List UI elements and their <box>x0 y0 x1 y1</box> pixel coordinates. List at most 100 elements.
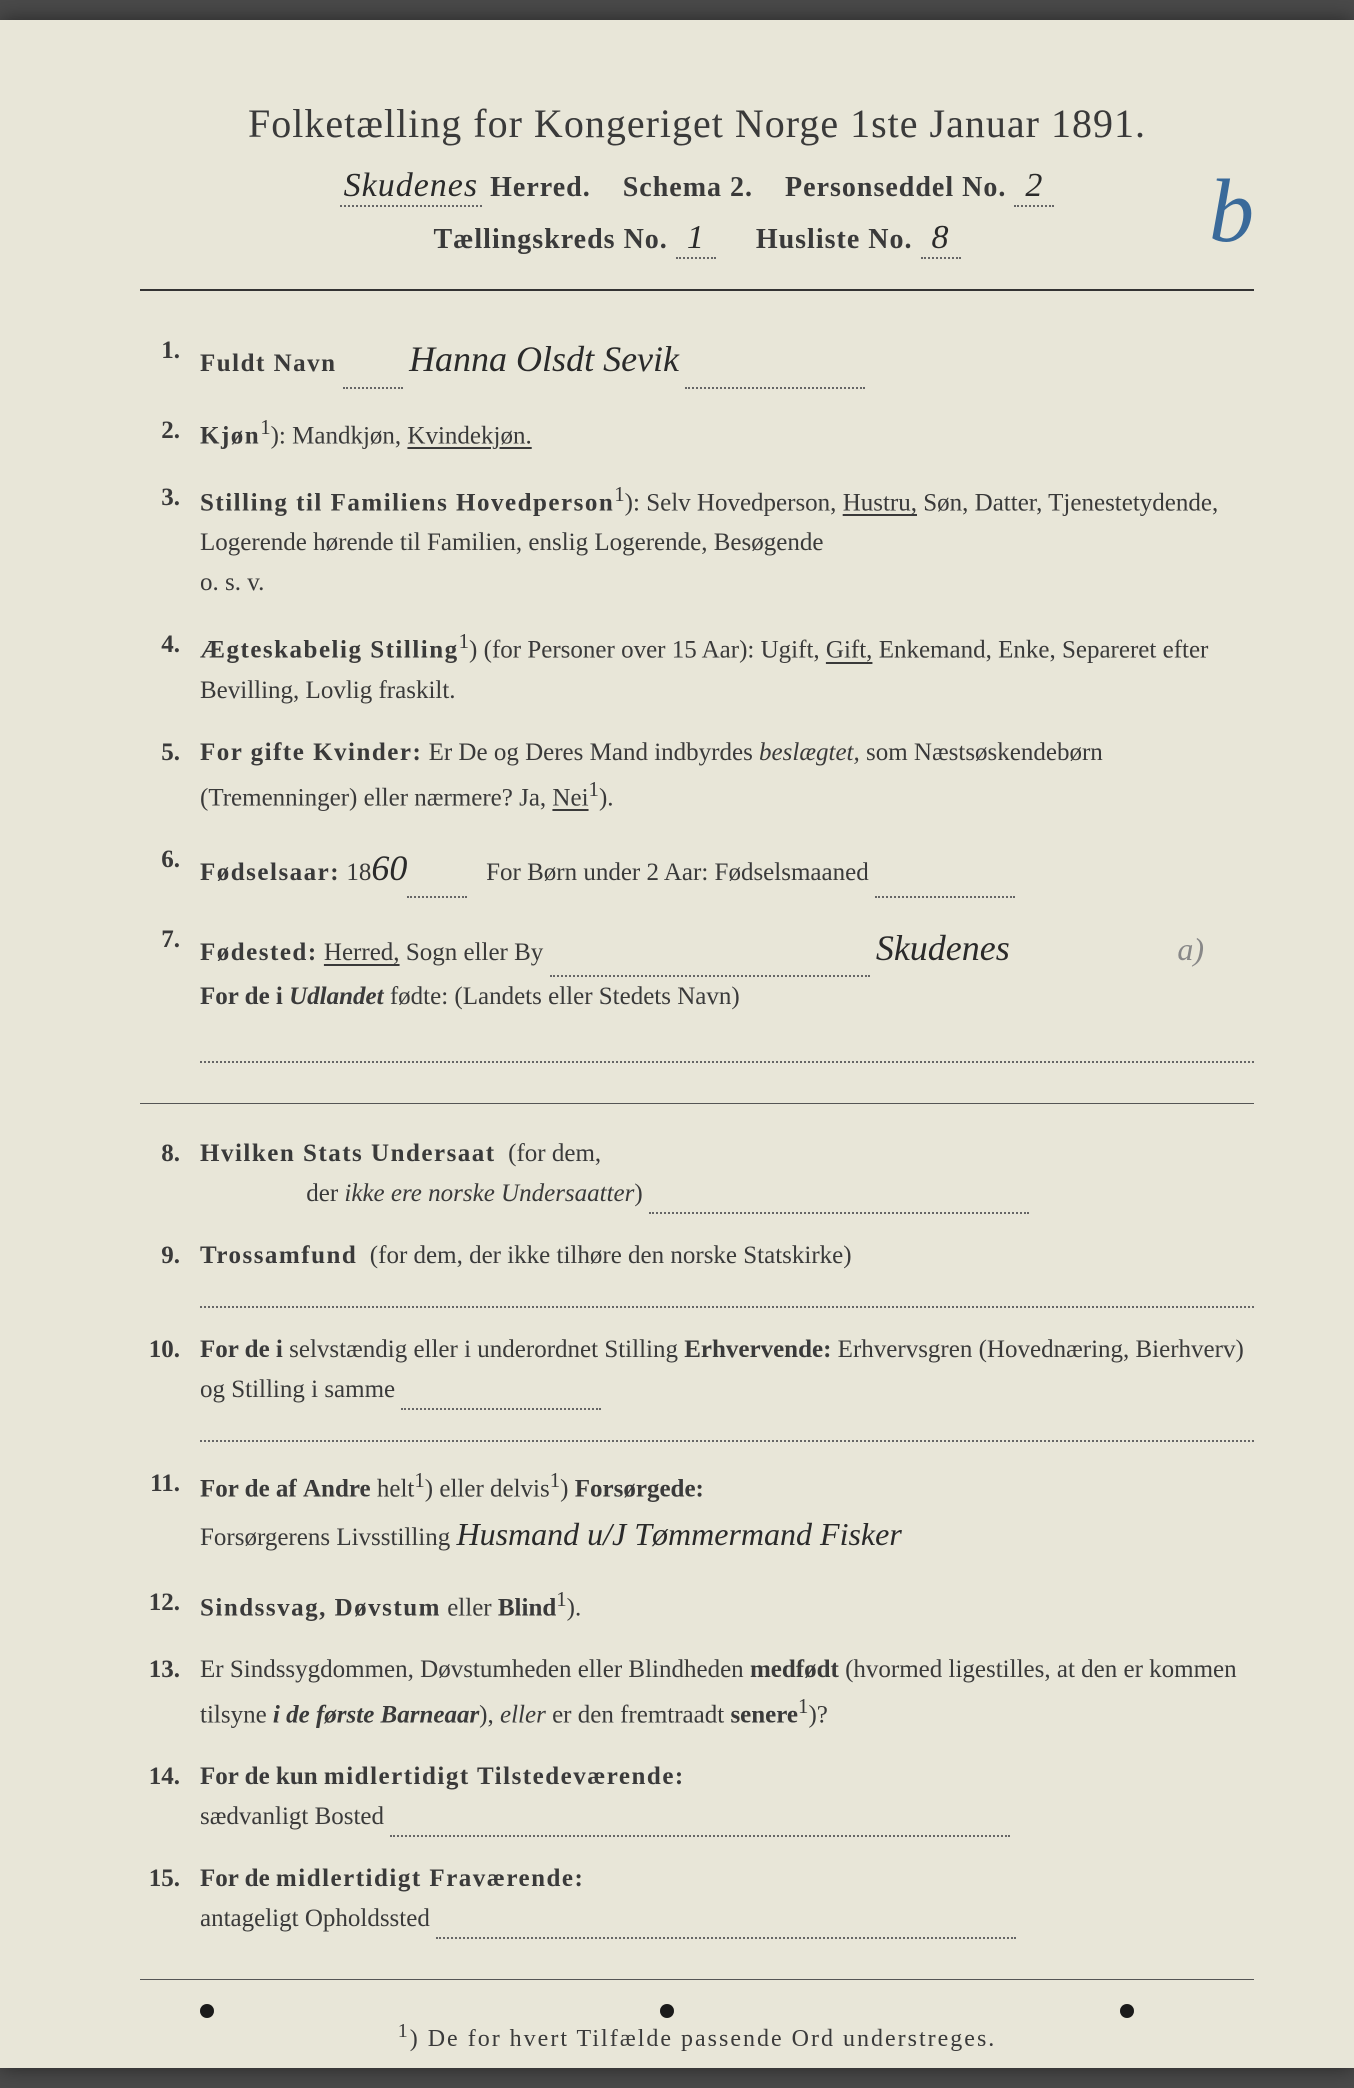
q7-birthplace-value: Skudenes <box>876 928 1010 968</box>
q8-text1: (for dem, <box>508 1140 601 1167</box>
q10-pre: For de i <box>200 1336 283 1363</box>
subtitle-line-2: Tællingskreds No. 1 Husliste No. 8 <box>140 219 1254 259</box>
q15-num: 15. <box>140 1859 200 1939</box>
q13-bold2: senere <box>730 1701 798 1728</box>
q14-content: For de kun midlertidigt Tilstedeværende:… <box>200 1757 1254 1837</box>
q3-sup: 1 <box>614 482 624 506</box>
divider-bottom <box>140 1979 1254 1980</box>
q7-num: 7. <box>140 920 200 1018</box>
question-13: 13. Er Sindssygdommen, Døvstumheden elle… <box>140 1650 1254 1735</box>
q12-label: Sindssvag, Døvstum <box>200 1594 441 1621</box>
question-2: 2. Kjøn1): Mandkjøn, Kvindekjøn. <box>140 411 1254 456</box>
q11-text1: Forsørgerens Livsstilling <box>200 1524 450 1551</box>
q4-label: Ægteskabelig Stilling <box>200 637 459 664</box>
question-1: 1. Fuldt Navn Hanna Olsdt Sevik <box>140 331 1254 389</box>
q10-num: 10. <box>140 1330 200 1442</box>
q7-text2: For de i <box>200 983 283 1010</box>
question-3: 3. Stilling til Familiens Hovedperson1):… <box>140 478 1254 603</box>
q10-content: For de i selvstændig eller i underordnet… <box>200 1330 1254 1442</box>
q7-margin-note: a) <box>1177 924 1204 975</box>
q11-bold1: Andre <box>303 1475 371 1502</box>
footnote-text: ) De for hvert Tilfælde passende Ord und… <box>410 2026 997 2052</box>
q4-num: 4. <box>140 625 200 710</box>
q12-sup: 1 <box>556 1587 566 1611</box>
taellingskreds-no: 1 <box>676 219 716 259</box>
dotfill <box>436 1937 1016 1939</box>
q2-label: Kjøn <box>200 422 260 449</box>
question-8: 8. Hvilken Stats Undersaat (for dem, der… <box>140 1134 1254 1214</box>
q11-occupation-value: Husmand u/J Tømmermand Fisker <box>456 1516 901 1552</box>
q6-text1: For Børn under 2 Aar: Fødselsmaaned <box>486 859 869 886</box>
taellingskreds-label: Tællingskreds No. <box>433 224 667 255</box>
dotfill <box>649 1212 1029 1214</box>
q3-text3: o. s. v. <box>200 569 264 596</box>
q6-year-value: 60 <box>371 848 407 888</box>
q14-bold: midlertidigt Tilstedeværende: <box>324 1763 685 1790</box>
q7-selected: Herred, <box>324 939 400 966</box>
q13-bold1: medfødt <box>750 1656 839 1683</box>
q3-label: Stilling til Familiens Hovedperson <box>200 489 614 516</box>
herred-value: Skudenes <box>340 167 483 207</box>
punch-hole <box>200 2004 214 2018</box>
q13-italic2: eller <box>500 1701 546 1728</box>
q4-content: Ægteskabelig Stilling1) (for Personer ov… <box>200 625 1254 710</box>
q11-paren2: ) <box>560 1475 568 1502</box>
q3-content: Stilling til Familiens Hovedperson1): Se… <box>200 478 1254 603</box>
q8-italic1: ikke ere norske Undersaatter <box>344 1180 634 1207</box>
punch-hole <box>1120 2004 1134 2018</box>
q7-italic1: Udlandet <box>289 983 383 1010</box>
q13-sup: 1 <box>798 1694 808 1718</box>
q3-selected: Hustru, <box>843 489 917 516</box>
q10-post: Erhvervende: <box>684 1336 831 1363</box>
dotfill <box>343 387 403 389</box>
q11-paren1: ) <box>425 1475 433 1502</box>
dotfill-line <box>200 1039 1254 1063</box>
question-6: 6. Fødselsaar: 1860 For Børn under 2 Aar… <box>140 840 1254 898</box>
q1-content: Fuldt Navn Hanna Olsdt Sevik <box>200 331 1254 389</box>
q2-opt1: Mandkjøn, <box>292 422 401 449</box>
q5-italic1: beslægtet, <box>759 739 860 766</box>
q15-bold: midlertidigt Fraværende: <box>276 1865 584 1892</box>
dotfill <box>401 1408 601 1410</box>
question-5: 5. For gifte Kvinder: Er De og Deres Man… <box>140 733 1254 818</box>
q8-content: Hvilken Stats Undersaat (for dem, der ik… <box>200 1134 1254 1214</box>
q15-pre: For de <box>200 1865 270 1892</box>
q8-num: 8. <box>140 1134 200 1214</box>
q2-colon: ): <box>271 422 286 449</box>
dotfill <box>407 896 467 898</box>
q5-paren: ). <box>599 784 614 811</box>
question-15: 15. For de midlertidigt Fraværende: anta… <box>140 1859 1254 1939</box>
q1-label: Fuldt Navn <box>200 350 337 377</box>
q7-text1: Sogn eller By <box>406 939 544 966</box>
question-14: 14. For de kun midlertidigt Tilstedevære… <box>140 1757 1254 1837</box>
q11-content: For de af Andre helt1) eller delvis1) Fo… <box>200 1464 1254 1561</box>
q4-paren: ) (for Personer over 15 Aar): <box>469 637 754 664</box>
q4-sup: 1 <box>459 629 469 653</box>
dotfill-line <box>200 1418 1254 1442</box>
q12-text1: eller <box>447 1594 491 1621</box>
q6-num: 6. <box>140 840 200 898</box>
q5-label: For gifte Kvinder: <box>200 739 422 766</box>
q11-mid2: eller delvis <box>439 1475 549 1502</box>
q12-paren: ). <box>567 1594 582 1621</box>
q2-content: Kjøn1): Mandkjøn, Kvindekjøn. <box>200 411 1254 456</box>
question-12: 12. Sindssvag, Døvstum eller Blind1). <box>140 1583 1254 1628</box>
q4-selected: Gift, <box>826 637 873 664</box>
census-form-page: Folketælling for Kongeriget Norge 1ste J… <box>0 20 1354 2068</box>
q15-content: For de midlertidigt Fraværende: antageli… <box>200 1859 1254 1939</box>
dotfill <box>875 896 1015 898</box>
q3-colon: ): <box>625 489 640 516</box>
q8-label: Hvilken Stats Undersaat <box>200 1140 496 1167</box>
q6-content: Fødselsaar: 1860 For Børn under 2 Aar: F… <box>200 840 1254 898</box>
schema-label: Schema 2. <box>623 172 753 203</box>
q15-text1: antageligt Opholdssted <box>200 1905 430 1932</box>
q1-num: 1. <box>140 331 200 389</box>
q10-mid: selvstændig eller i underordnet Stilling <box>289 1336 678 1363</box>
personseddel-label: Personseddel No. <box>785 172 1006 203</box>
dotfill <box>685 387 865 389</box>
q2-opt2-selected: Kvindekjøn. <box>407 422 531 449</box>
divider-mid <box>140 1103 1254 1104</box>
q3-text1: Selv Hovedperson, <box>646 489 836 516</box>
q11-sup1: 1 <box>414 1468 424 1492</box>
q14-num: 14. <box>140 1757 200 1837</box>
